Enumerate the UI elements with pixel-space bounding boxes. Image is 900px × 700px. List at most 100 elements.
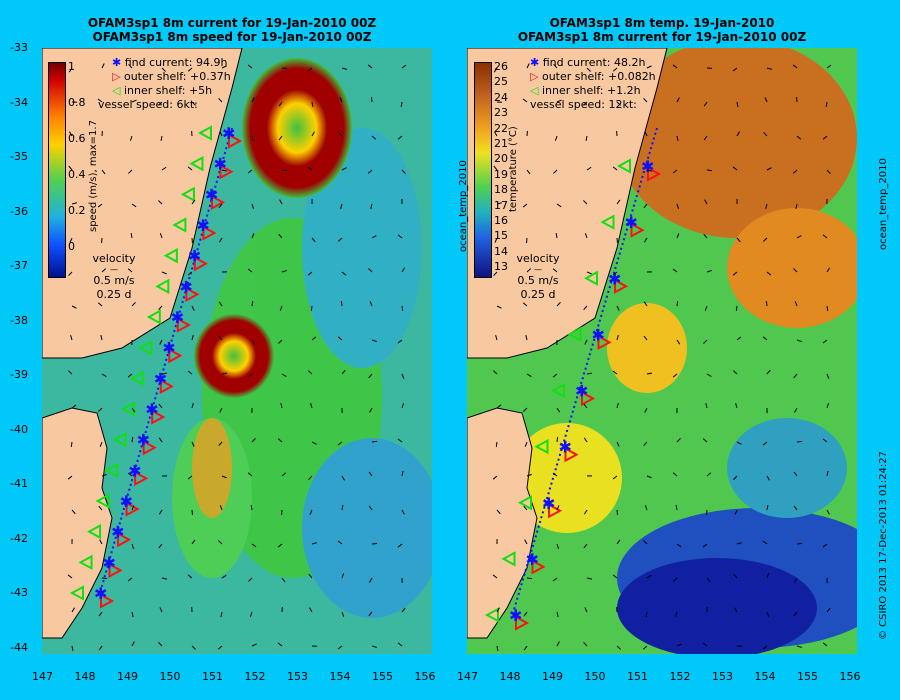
current-arrow: [732, 370, 738, 375]
right-outer-side-label: ocean_temp_2010: [878, 158, 889, 250]
current-arrow: [703, 135, 708, 141]
current-arrow: [191, 645, 196, 650]
current-arrow: [582, 101, 588, 106]
current-arrow: [280, 403, 283, 409]
current-arrow: [368, 373, 373, 379]
inner-shelf-marker: [189, 155, 204, 172]
current-arrow: [397, 543, 403, 548]
right-legend-vessel: vessel speed: 12kt:: [530, 98, 637, 111]
lon-tick: 149: [117, 670, 138, 683]
find-marker: ✱: [592, 325, 605, 344]
inner-shelf-marker: [112, 431, 127, 448]
current-arrow: [702, 438, 708, 443]
current-arrow: [338, 132, 343, 137]
current-arrow: [766, 369, 771, 375]
lon-tick: 156: [839, 670, 861, 683]
lat-tick: -39: [10, 368, 28, 381]
current-arrow: [676, 339, 681, 345]
left-legend-find: find current: 94.9h: [124, 56, 228, 69]
current-arrow: [736, 336, 742, 341]
right-colorbar-tick: 21: [494, 137, 508, 150]
current-arrow: [397, 642, 403, 647]
current-arrow: [583, 509, 588, 515]
current-arrow: [796, 235, 802, 239]
current-arrow: [584, 233, 588, 239]
current-arrow: [616, 101, 621, 106]
outer-shelf-marker: [108, 562, 123, 579]
current-arrow: [131, 611, 134, 617]
inner-shelf-marker: [550, 382, 565, 399]
current-arrow: [703, 339, 708, 344]
current-arrow: [279, 199, 283, 205]
outer-shelf-marker: [581, 390, 596, 407]
right-colorbar-tick: 18: [494, 183, 508, 197]
current-arrow: [643, 98, 648, 103]
right-colorbar-tick: 20: [494, 152, 508, 166]
current-arrow: [793, 268, 798, 273]
current-arrow: [341, 271, 347, 276]
left-colorbar-tick: 0.4: [68, 168, 86, 181]
current-arrow: [311, 237, 316, 243]
current-arrow: [191, 101, 196, 106]
current-arrow: [523, 505, 528, 511]
current-arrow: [552, 268, 558, 273]
current-arrow: [99, 539, 103, 545]
left-colorbar-tick: 0: [68, 240, 75, 253]
current-arrow: [367, 64, 373, 69]
current-arrow: [101, 373, 107, 377]
find-marker: ✱: [137, 431, 150, 450]
current-arrow: [794, 301, 798, 307]
inner-shelf-marker: [567, 326, 582, 343]
current-arrow: [401, 305, 404, 312]
current-arrow: [493, 67, 498, 73]
current-arrow: [367, 169, 373, 174]
current-arrow: [794, 577, 798, 583]
find-marker: ✱: [154, 369, 167, 388]
current-arrow: [218, 98, 223, 103]
right-inner-side-label: ocean_temp_2010: [458, 160, 469, 252]
right-colorbar-tick: 13: [494, 260, 508, 274]
outer-shelf-icon: ▷: [530, 70, 539, 83]
current-arrow: [311, 101, 314, 108]
current-arrow: [310, 403, 313, 409]
current-arrow: [281, 472, 287, 477]
right-velocity-time: 0.25 d: [520, 288, 556, 301]
current-arrow: [159, 339, 163, 345]
find-marker: ✱: [188, 247, 201, 266]
current-arrow: [526, 169, 531, 175]
right-colorbar-tick: 19: [494, 167, 508, 181]
current-arrow: [793, 611, 798, 617]
current-arrow: [822, 543, 828, 548]
current-arrow: [158, 305, 163, 311]
current-arrow: [735, 305, 738, 312]
current-arrow: [612, 370, 618, 375]
current-arrow: [523, 611, 528, 617]
current-arrow: [796, 339, 802, 343]
current-arrow: [556, 543, 559, 549]
inner-shelf-marker: [129, 370, 144, 387]
current-arrow: [368, 471, 373, 477]
current-arrow: [553, 63, 558, 69]
current-arrow: [157, 101, 163, 106]
current-arrow: [796, 135, 802, 140]
current-arrow: [493, 271, 498, 276]
current-arrow: [705, 403, 708, 409]
current-arrow: [765, 300, 768, 307]
current-arrow: [131, 641, 135, 647]
current-arrow: [337, 645, 343, 650]
current-arrow: [337, 237, 343, 242]
outer-shelf-marker: [210, 194, 226, 211]
current-arrow: [586, 577, 592, 580]
current-arrow: [586, 166, 592, 171]
current-arrow: [676, 233, 680, 239]
current-arrow: [341, 475, 345, 481]
current-arrow: [247, 169, 253, 174]
find-marker: ✱: [196, 216, 209, 235]
current-arrow: [704, 199, 708, 205]
lat-tick: -44: [10, 640, 28, 654]
current-arrow: [766, 67, 772, 70]
current-arrow: [71, 202, 77, 205]
current-arrow: [251, 203, 255, 209]
current-arrow: [732, 271, 738, 276]
find-current-icon: ✱: [112, 56, 122, 69]
